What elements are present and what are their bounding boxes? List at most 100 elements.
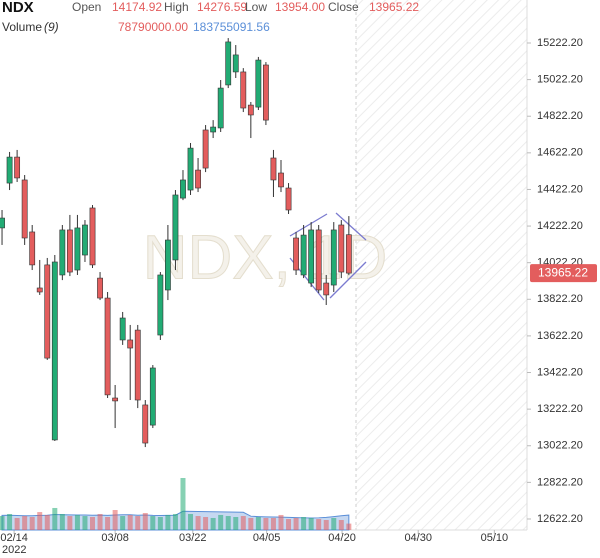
x-tick-label: 04/30 xyxy=(404,532,432,544)
candle-body xyxy=(59,229,66,276)
volume-bar xyxy=(150,516,156,530)
candle-body xyxy=(330,229,337,286)
candle-body xyxy=(172,194,179,261)
volume-bar xyxy=(323,520,329,530)
candle-body xyxy=(308,229,315,284)
volume-bar xyxy=(286,519,292,530)
volume-bar xyxy=(14,517,20,530)
volume-bar xyxy=(195,516,201,530)
volume-value: 78790000.00 xyxy=(118,20,188,34)
y-tick-label: 13222.20 xyxy=(537,403,583,415)
y-tick-label: 15022.20 xyxy=(537,74,583,86)
candle-body xyxy=(104,297,111,396)
volume-bar xyxy=(120,516,126,530)
candle-body xyxy=(89,207,96,266)
volume-bar xyxy=(7,513,13,530)
candle-body xyxy=(127,339,134,349)
volume-bar xyxy=(135,516,141,530)
candle-body xyxy=(36,287,43,293)
volume-bar xyxy=(255,517,261,530)
volume-bar xyxy=(172,513,178,530)
candle-body xyxy=(300,234,307,276)
volume-bar xyxy=(263,517,269,530)
candle-body xyxy=(134,329,141,401)
volume-bar xyxy=(105,517,111,530)
y-tick-label: 14422.20 xyxy=(537,183,583,195)
candle-body xyxy=(270,157,277,181)
candle-body xyxy=(142,404,149,444)
legend-label: Low xyxy=(245,0,267,14)
volume-bar xyxy=(301,517,307,530)
candle-body xyxy=(217,87,224,129)
candle-body xyxy=(44,264,51,359)
candle-body xyxy=(225,41,232,86)
last-price-tag xyxy=(530,264,597,283)
x-tick-label: 03/08 xyxy=(101,532,129,544)
volume-bar xyxy=(203,517,209,530)
volume-bar xyxy=(29,517,35,530)
candle-body xyxy=(202,129,209,169)
candle-body xyxy=(293,237,299,271)
legend-value: 13965.22 xyxy=(369,0,419,14)
volume-bar xyxy=(37,512,43,530)
candle-body xyxy=(187,147,194,191)
volume-bar xyxy=(52,507,58,530)
volume-bar xyxy=(316,519,322,530)
legend-value: 14276.59 xyxy=(197,0,247,14)
candle-body xyxy=(119,317,126,341)
volume-bar xyxy=(82,516,88,530)
volume-bar xyxy=(338,520,344,530)
legend-label: Open xyxy=(72,0,101,14)
candle-body xyxy=(232,54,239,73)
volume-bar xyxy=(240,516,246,530)
candle-body xyxy=(210,126,217,133)
candle-body xyxy=(82,224,88,256)
legend-label: High xyxy=(164,0,189,14)
volume-title: Volume xyxy=(2,20,42,34)
volume-bar xyxy=(44,514,50,530)
volume-bar xyxy=(308,517,314,530)
candle-body xyxy=(323,282,330,296)
candle-body xyxy=(338,224,345,273)
volume-bar xyxy=(165,514,171,530)
legend-value: 13954.00 xyxy=(275,0,325,14)
x-tick-label: 04/20 xyxy=(328,532,356,544)
y-tick-label: 15222.20 xyxy=(537,37,583,49)
candle-body xyxy=(66,229,73,273)
x-tick-label: 05/10 xyxy=(481,532,509,544)
candle-body xyxy=(165,239,171,291)
candle-body xyxy=(112,397,119,402)
volume-bar xyxy=(225,516,231,530)
volume-bar xyxy=(157,517,163,530)
candle-body xyxy=(14,156,21,179)
candle-body xyxy=(29,231,36,266)
future-area xyxy=(356,0,527,530)
volume-period: (9) xyxy=(44,20,59,34)
candle-body xyxy=(278,172,284,188)
y-tick-label: 12622.20 xyxy=(537,513,583,525)
candle-body xyxy=(149,367,156,426)
volume-bar xyxy=(90,517,96,530)
volume-bar xyxy=(59,513,65,530)
volume-bar xyxy=(278,514,284,530)
x-tick-label: 02/14 xyxy=(0,532,28,544)
candle-body xyxy=(255,59,262,108)
volume-bar xyxy=(218,514,224,530)
volume-bar xyxy=(142,513,148,530)
candle-body xyxy=(74,227,81,271)
candle-body xyxy=(157,274,164,336)
volume-bar xyxy=(97,513,103,530)
volume-bar xyxy=(22,516,28,530)
legend-label: Close xyxy=(328,0,359,14)
candle-body xyxy=(315,229,322,291)
candle-body xyxy=(195,169,201,189)
last-price-label: 13965.22 xyxy=(538,265,588,279)
volume-bar xyxy=(270,517,276,530)
volume-bar xyxy=(233,517,239,530)
volume-bar xyxy=(293,517,299,530)
candle-body xyxy=(247,104,254,116)
x-year-label: 2022 xyxy=(2,544,26,556)
volume-bar xyxy=(188,513,194,530)
candle-body xyxy=(0,217,5,229)
